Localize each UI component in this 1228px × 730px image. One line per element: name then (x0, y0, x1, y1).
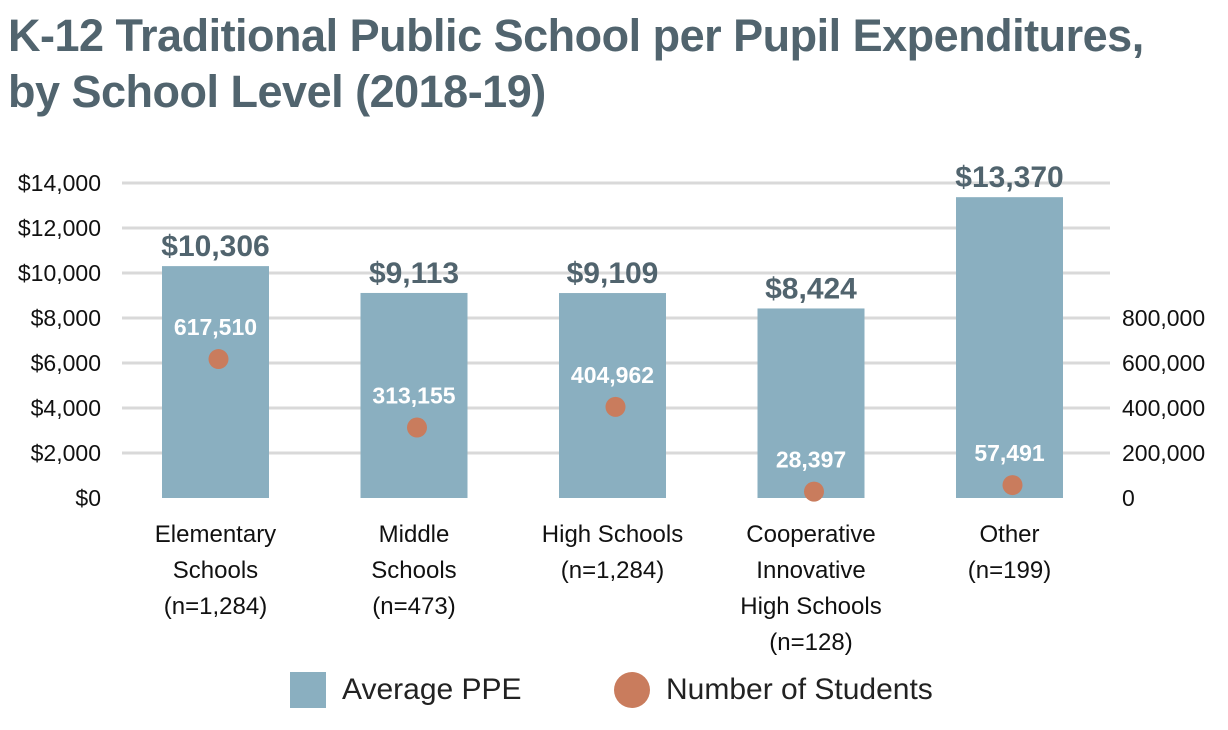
left-axis-tick-label-5: $10,000 (18, 260, 101, 286)
category-label-3-line-2: High Schools (740, 593, 881, 620)
category-label-4-line-1: (n=199) (968, 557, 1051, 584)
category-label-1-line-0: Middle (379, 521, 450, 548)
left-axis-tick-label-3: $6,000 (31, 350, 101, 376)
bar-chart: $10,306 $9,113 $9,109 $8,424 $13,370 617,510… (18, 161, 1205, 656)
category-label-3-line-3: (n=128) (769, 629, 852, 656)
chart-title-line-1: K-12 Traditional Public School per Pupil… (8, 10, 1144, 61)
left-axis-tick-label-4: $8,000 (31, 305, 101, 331)
bar-value-label-4: $13,370 (955, 161, 1063, 194)
bars: $10,306 $9,113 $9,109 $8,424 $13,370 (161, 161, 1064, 499)
right-axis-tick-label-1: 200,000 (1122, 440, 1205, 466)
right-axis-tick-label-3: 600,000 (1122, 350, 1205, 376)
chart-title-line-2: by School Level (2018-19) (8, 66, 546, 117)
bar-value-label-0: $10,306 (161, 230, 269, 263)
left-axis-ticks: $0 $2,000 $4,000 $6,000 $8,000 $10,000 $12,000… (18, 170, 101, 511)
bar-value-label-1: $9,113 (369, 257, 459, 290)
legend-item-average-ppe: Average PPE (290, 666, 522, 714)
student-point-label-1: 313,155 (372, 383, 455, 409)
category-label-0-line-2: (n=1,284) (164, 593, 267, 620)
student-points: 617,510 313,155 404,962 28,397 57,491 (174, 314, 1045, 502)
category-label-0-line-0: Elementary (155, 521, 276, 548)
left-axis-tick-label-6: $12,000 (18, 215, 101, 241)
bar-4 (956, 197, 1063, 499)
left-axis-tick-label-0: $0 (75, 485, 101, 511)
category-label-2-line-1: (n=1,284) (561, 557, 664, 584)
bar-1 (360, 292, 468, 498)
right-axis-tick-label-0: 0 (1122, 485, 1135, 511)
right-axis-tick-label-4: 800,000 (1122, 305, 1205, 331)
category-labels: Elementary Schools (n=1,284) Middle Schools (… (155, 521, 1051, 656)
bar-value-label-2: $9,109 (567, 257, 659, 290)
right-axis-tick-label-2: 400,000 (1122, 395, 1205, 421)
student-point-label-2: 404,962 (571, 362, 654, 388)
left-axis-tick-label-1: $2,000 (31, 440, 101, 466)
legend-swatch-dot (614, 672, 650, 708)
category-label-1-line-2: (n=473) (372, 593, 455, 620)
student-point-label-0: 617,510 (174, 314, 257, 340)
category-label-1-line-1: Schools (371, 557, 456, 584)
student-point-1 (407, 417, 427, 438)
legend-item-number-of-students: Number of Students (614, 666, 933, 714)
left-axis-tick-label-2: $4,000 (31, 395, 101, 421)
chart-title: K-12 Traditional Public School per Pupil… (8, 8, 1223, 120)
category-label-0-line-1: Schools (173, 557, 258, 584)
legend-label-number-of-students: Number of Students (666, 673, 933, 706)
student-point-label-3: 28,397 (776, 447, 846, 473)
right-axis-ticks: 0 200,000 400,000 600,000 800,000 (1122, 305, 1205, 511)
category-label-4-line-0: Other (979, 521, 1039, 548)
student-point-3 (804, 481, 824, 502)
student-point-0 (208, 349, 229, 370)
category-label-3-line-1: Innovative (756, 557, 865, 584)
legend-label-average-ppe: Average PPE (342, 673, 522, 706)
legend: Average PPE Number of Students (0, 666, 1228, 714)
student-point-label-4: 57,491 (974, 440, 1045, 466)
left-axis-tick-label-7: $14,000 (18, 170, 101, 196)
bar-value-label-3: $8,424 (765, 272, 857, 305)
student-point-4 (1002, 475, 1023, 496)
category-label-3-line-0: Cooperative (746, 521, 875, 548)
legend-swatch-bar (290, 672, 326, 708)
student-point-2 (605, 396, 626, 417)
category-label-2-line-0: High Schools (542, 521, 683, 548)
bar-3 (757, 308, 865, 498)
bar-2 (559, 293, 666, 498)
bar-0 (162, 266, 269, 498)
